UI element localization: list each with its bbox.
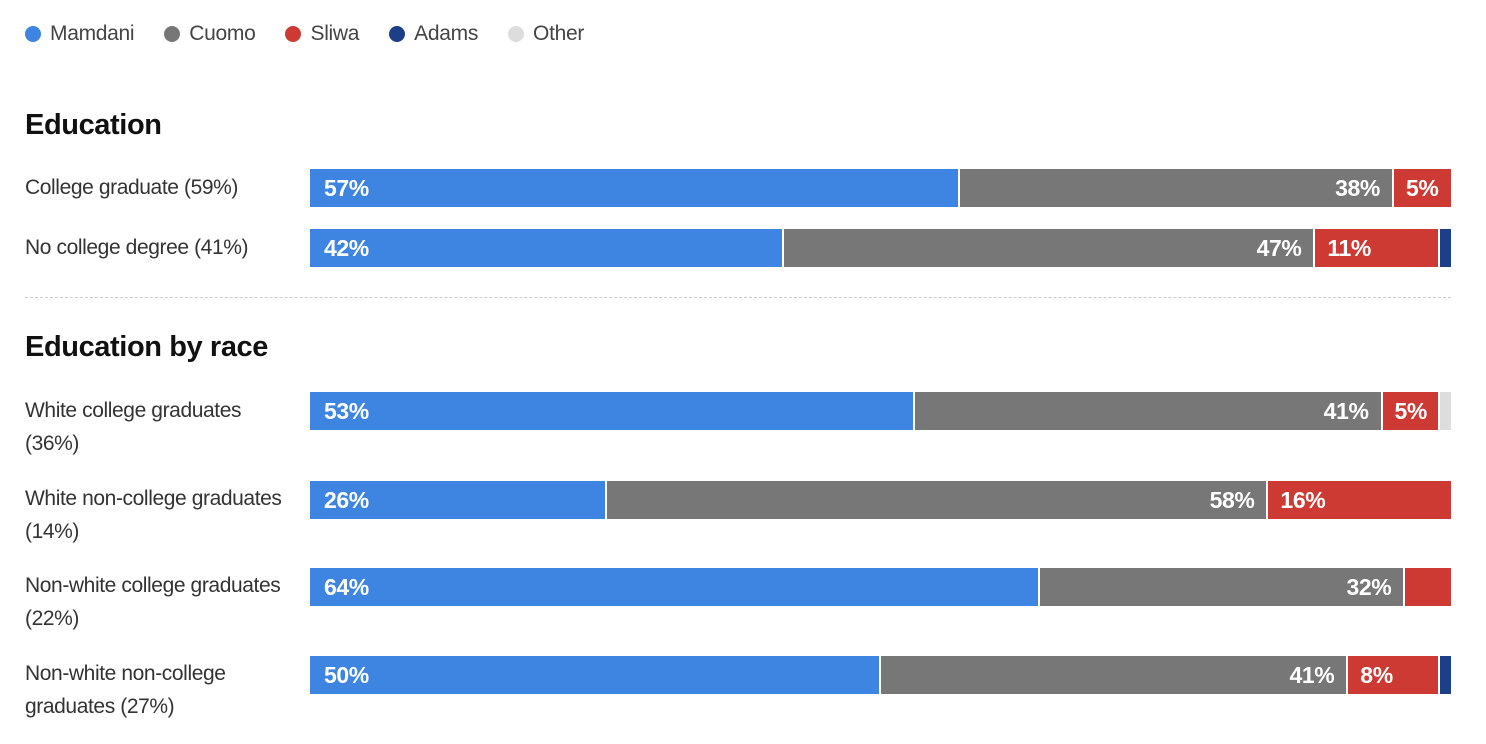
row-label: White college graduates (36%): [25, 399, 242, 455]
data-label: 57%: [324, 174, 369, 201]
legend-item-other: Other: [508, 22, 584, 46]
legend-label: Mamdani: [50, 22, 135, 45]
bar-segment-sliwa: 5%: [1382, 392, 1440, 430]
data-label: 42%: [324, 234, 369, 261]
bar-segment-mamdani: 64%: [310, 568, 1041, 606]
bar-segment-cuomo: 47%: [784, 229, 1316, 267]
data-label: 11%: [1327, 234, 1371, 261]
data-label: 32%: [1346, 573, 1392, 600]
data-label: 8%: [1360, 661, 1393, 688]
data-label: 47%: [1256, 234, 1302, 261]
bar-segment-cuomo: 41%: [914, 392, 1383, 430]
data-label: 16%: [1280, 486, 1326, 513]
stacked-bar: 57% 38% 5%: [310, 169, 1451, 207]
row-label: Non-white college graduates (22%): [25, 574, 281, 630]
bar-segment-cuomo: 58%: [606, 481, 1269, 519]
bar-segment-mamdani: 26%: [310, 481, 607, 519]
row-label: White non-college graduates (14%): [25, 487, 282, 543]
bar-segment-sliwa: 8%: [1348, 656, 1440, 694]
legend-swatch: [508, 26, 525, 42]
legend-swatch: [164, 26, 181, 42]
data-label: 53%: [324, 397, 369, 424]
stacked-bar: 26% 58% 16%: [310, 481, 1451, 519]
bar-segment-adams: [1439, 656, 1451, 694]
legend-item-sliwa: Sliwa: [285, 22, 359, 46]
bar-segment-mamdani: 53%: [310, 392, 915, 430]
legend-item-adams: Adams: [389, 22, 478, 46]
stacked-bar: 53% 41% 5%: [310, 392, 1451, 430]
row-label: Non-white non-college graduates (27%): [25, 662, 226, 718]
bar-segment-cuomo: 32%: [1040, 568, 1406, 606]
stacked-bar: 50% 41% 8%: [310, 656, 1451, 694]
data-label: 38%: [1335, 174, 1380, 201]
bar-segment-sliwa: 5%: [1393, 169, 1451, 207]
legend-swatch: [285, 26, 302, 42]
legend-swatch: [389, 26, 406, 42]
bar-segment-cuomo: 41%: [880, 656, 1349, 694]
legend-item-mamdani: Mamdani: [25, 22, 135, 46]
row-label: No college degree (41%): [25, 236, 249, 259]
data-label: 41%: [1289, 661, 1335, 688]
data-label: 26%: [324, 486, 369, 513]
bar-segment-cuomo: 38%: [960, 169, 1394, 207]
bar-segment-mamdani: 42%: [310, 229, 785, 267]
data-label: 5%: [1394, 397, 1428, 424]
bar-segment-other: [1439, 392, 1451, 430]
legend-item-cuomo: Cuomo: [164, 22, 256, 46]
bar-segment-sliwa: [1405, 568, 1451, 606]
section-title-education: Education: [25, 109, 162, 141]
legend-label: Other: [533, 22, 585, 45]
bar-segment-sliwa: 16%: [1268, 481, 1451, 519]
stacked-bar: 42% 47% 11%: [310, 229, 1451, 267]
legend: Mamdani Cuomo Sliwa Adams Other: [25, 20, 614, 48]
bar-segment-mamdani: 50%: [310, 656, 881, 694]
legend-label: Cuomo: [189, 22, 256, 45]
data-label: 50%: [324, 661, 369, 688]
data-label: 58%: [1209, 486, 1255, 513]
stacked-bar: 64% 32%: [310, 568, 1451, 606]
legend-label: Sliwa: [310, 22, 360, 45]
bar-segment-sliwa: 11%: [1315, 229, 1440, 267]
data-label: 5%: [1405, 174, 1439, 201]
bar-segment-mamdani: 57%: [310, 169, 961, 207]
data-label: 41%: [1323, 397, 1369, 424]
bar-segment-adams: [1439, 229, 1451, 267]
legend-swatch: [25, 26, 41, 42]
legend-label: Adams: [414, 22, 479, 45]
row-label: College graduate (59%): [25, 176, 239, 199]
section-divider: [25, 297, 1451, 298]
data-label: 64%: [324, 573, 369, 600]
section-title-education-by-race: Education by race: [25, 331, 268, 363]
